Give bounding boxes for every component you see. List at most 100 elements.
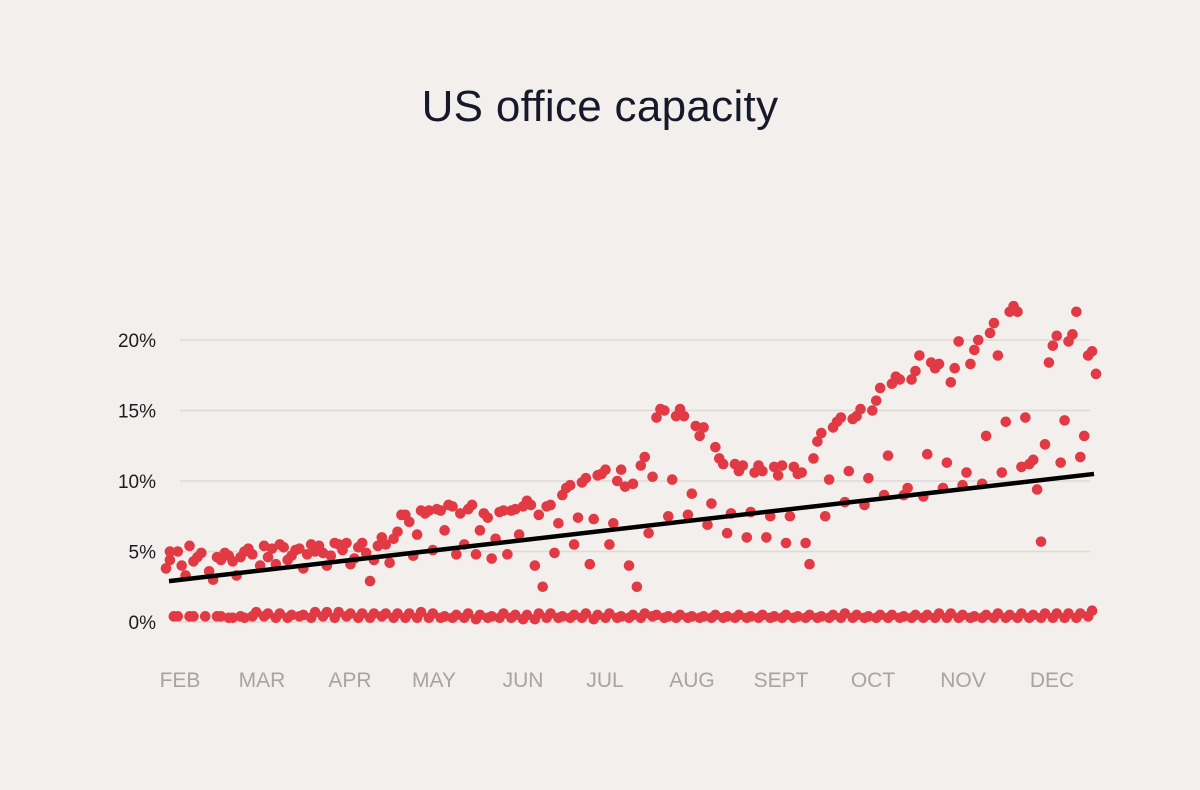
weekday-data-point: [812, 436, 823, 447]
weekday-data-point: [1051, 330, 1063, 342]
weekend-data-point: [945, 608, 957, 619]
weekday-data-point: [384, 557, 395, 569]
weekend-data-point: [462, 608, 474, 619]
weekday-data-point: [380, 539, 392, 550]
weekend-data-point: [933, 608, 945, 619]
weekday-data-point: [1055, 457, 1066, 468]
x-tick-label: JUL: [586, 669, 623, 692]
y-tick-label: 10%: [118, 472, 156, 493]
weekday-data-point: [682, 509, 694, 521]
weekday-data-point: [498, 505, 509, 516]
weekday-data-point: [439, 525, 450, 536]
weekday-data-point: [741, 532, 753, 543]
weekday-data-point: [819, 510, 831, 522]
weekend-data-point: [380, 608, 392, 619]
weekday-data-point: [466, 499, 478, 511]
weekday-data-point: [600, 464, 611, 476]
chart-title: US office capacity: [421, 82, 779, 131]
weekday-data-point: [808, 453, 819, 464]
weekday-data-point: [894, 374, 906, 385]
weekend-data-point: [816, 611, 827, 622]
weekend-data-point: [439, 611, 450, 622]
weekday-data-point: [631, 581, 643, 593]
weekday-data-point: [969, 344, 980, 356]
weekday-data-point: [843, 465, 855, 477]
weekend-data-point: [403, 608, 415, 619]
x-tick-label: DEC: [1030, 669, 1074, 692]
weekday-data-point: [961, 467, 972, 478]
x-tick-label: APR: [328, 669, 371, 692]
x-tick-label: MAY: [412, 669, 456, 692]
weekday-data-point: [1000, 416, 1012, 428]
weekday-data-point: [784, 510, 796, 522]
weekday-data-point: [816, 427, 827, 439]
weekday-data-point: [949, 362, 961, 374]
weekday-data-point: [941, 457, 953, 468]
weekday-data-point: [568, 539, 580, 550]
weekday-data-point: [533, 509, 545, 521]
weekday-data-point: [455, 508, 466, 519]
weekday-data-point: [996, 467, 1008, 478]
x-tick-label: OCT: [851, 669, 896, 692]
weekday-data-point: [643, 527, 654, 539]
x-tick-label: NOV: [940, 669, 986, 692]
weekend-data-point: [545, 608, 556, 619]
weekend-data-point: [698, 611, 709, 622]
weekday-data-point: [717, 458, 729, 470]
weekday-data-point: [639, 451, 651, 463]
weekday-data-point: [184, 540, 195, 552]
weekday-data-point: [776, 460, 788, 471]
weekend-data-point: [309, 606, 321, 618]
weekday-data-point: [247, 549, 258, 560]
weekday-data-point: [780, 537, 792, 549]
weekday-data-point: [545, 499, 556, 511]
weekend-data-point: [509, 609, 521, 621]
weekend-data-point: [321, 606, 333, 618]
weekend-data-point: [686, 611, 698, 622]
weekend-data-point: [992, 608, 1004, 619]
weekend-data-point: [662, 611, 674, 622]
x-tick-label: JUN: [503, 669, 544, 692]
weekend-data-point: [839, 608, 851, 619]
weekend-data-point: [863, 611, 874, 622]
weekday-data-point: [796, 467, 807, 478]
weekday-data-point: [678, 410, 690, 422]
weekday-data-point: [1012, 306, 1023, 318]
weekday-data-point: [364, 575, 376, 587]
weekend-data-point: [533, 608, 545, 619]
weekend-data-point: [215, 611, 227, 622]
weekday-data-point: [659, 405, 670, 416]
weekday-data-point: [553, 518, 564, 529]
weekday-data-point: [608, 518, 619, 529]
weekday-data-point: [435, 505, 446, 516]
weekday-data-point: [867, 405, 878, 416]
weekend-data-point: [498, 608, 509, 619]
y-tick-label: 20%: [118, 331, 156, 352]
weekday-data-point: [564, 479, 576, 491]
weekday-data-point: [914, 350, 925, 361]
weekday-data-point: [702, 519, 713, 531]
weekday-data-point: [823, 474, 835, 485]
weekday-data-point: [921, 448, 933, 460]
weekend-data-point: [969, 611, 980, 622]
weekday-data-point: [768, 461, 780, 473]
weekday-data-point: [549, 547, 560, 559]
weekend-data-point: [745, 611, 756, 622]
weekday-data-point: [666, 474, 678, 485]
weekday-data-point: [757, 465, 768, 477]
weekday-data-point: [972, 334, 984, 346]
weekday-data-point: [965, 358, 976, 370]
weekend-data-point: [580, 608, 592, 619]
weekday-data-point: [686, 488, 698, 499]
weekday-data-point: [874, 382, 886, 394]
weekday-data-point: [196, 547, 207, 559]
weekday-data-point: [800, 537, 811, 549]
weekday-data-point: [761, 532, 772, 543]
weekday-data-point: [572, 512, 584, 523]
weekday-data-point: [1020, 412, 1031, 423]
weekend-data-point: [521, 609, 533, 621]
weekday-data-point: [1071, 306, 1082, 318]
weekday-data-point: [1086, 345, 1098, 357]
weekday-data-point: [694, 430, 705, 442]
